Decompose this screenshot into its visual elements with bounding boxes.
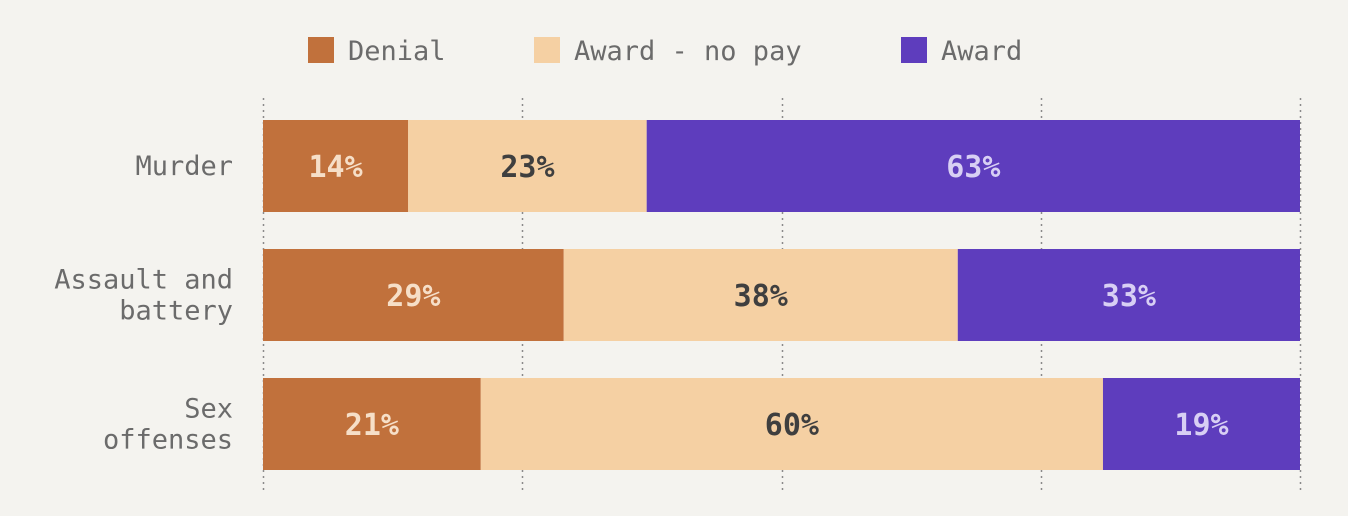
data-label: 19% [1174,408,1228,443]
category-label: Sex [184,394,233,425]
bar-segment-denial [263,378,481,470]
bar-segment-award-no-pay [563,249,958,341]
bar-segment-award-no-pay [408,120,647,212]
category-label: battery [119,296,233,327]
bar-segment-award [646,120,1300,212]
data-label: 63% [946,150,1000,185]
legend-item-1: Award - no pay [534,36,802,67]
legend-swatch [308,37,334,63]
data-label: 29% [386,279,440,314]
bars: 14% 23% 63% 29% 38% 33% 21% 60% 19% [263,120,1300,470]
data-label: 14% [308,150,362,185]
data-label: 60% [765,408,819,443]
bar-segment-award-no-pay [480,378,1103,470]
legend-item-2: Award [901,36,1022,67]
bar-segment-denial [263,249,564,341]
bar-segment-award [1102,378,1300,470]
legend-swatch [534,37,560,63]
data-label: 23% [500,150,554,185]
category-label: offenses [103,425,233,456]
bar-segment-denial [263,120,409,212]
bar-segment-award [957,249,1300,341]
data-label: 33% [1102,279,1156,314]
legend-swatch [901,37,927,63]
category-label: Murder [135,151,233,182]
legend: Denial Award - no pay Award [308,36,1022,67]
legend-item-0: Denial [308,36,446,67]
legend-label: Award - no pay [574,36,802,67]
legend-label: Award [941,36,1022,67]
category-label: Assault and [54,265,233,296]
data-label: 21% [345,408,399,443]
data-label: 38% [734,279,788,314]
legend-label: Denial [348,36,446,67]
